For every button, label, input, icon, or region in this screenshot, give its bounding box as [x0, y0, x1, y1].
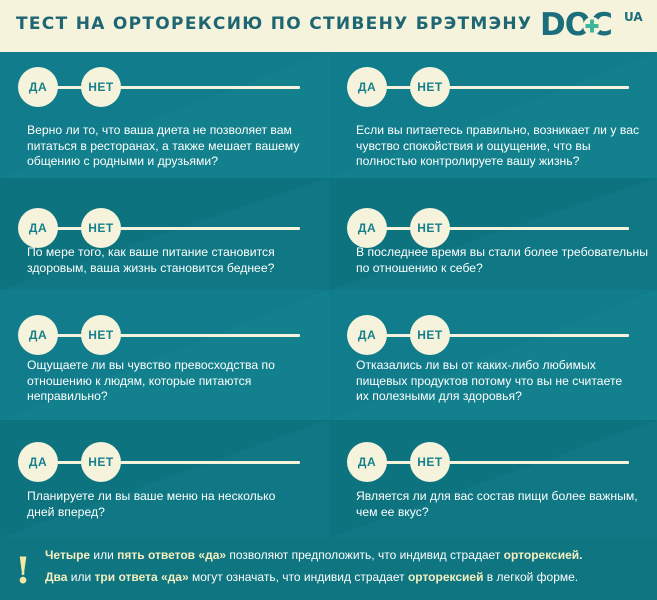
answer-line [40, 86, 300, 89]
footer-text: или [67, 570, 95, 584]
card-shadow [0, 52, 328, 178]
question-text: Ощущаете ли вы чувство превосходства по о… [27, 358, 275, 405]
footer-highlight: пять ответов «да» [117, 548, 227, 562]
answer-line [369, 461, 629, 464]
footer-highlight: Два [45, 570, 68, 584]
no-button[interactable]: НЕТ [81, 315, 121, 355]
footer-text: в легкой форме. [483, 570, 579, 584]
page-title: ТЕСТ НА ОРТОРЕКСИЮ ПО СТИВЕНУ БРЭТМЭНУ [16, 14, 533, 34]
no-button[interactable]: НЕТ [410, 67, 450, 107]
question-card: ДА НЕТ Планируете ли вы ваше меню на неско… [0, 420, 328, 538]
question-line: Является ли для вас состав пищи более ва… [356, 489, 638, 503]
question-line: дней вперед? [27, 504, 105, 519]
no-button[interactable]: НЕТ [410, 208, 450, 248]
question-card: ДА НЕТ Отказались ли вы от каких-либо люби… [329, 290, 657, 420]
question-line: Верно ли то, что ваша диета не позволяет… [27, 123, 292, 137]
yes-button[interactable]: ДА [347, 315, 387, 355]
question-line: чувство спокойствия и ощущение, что вы [356, 138, 591, 153]
no-button[interactable]: НЕТ [81, 208, 121, 248]
question-line: Отказались ли вы от каких-либо любимых [356, 358, 596, 372]
question-card: ДА НЕТ Ощущаете ли вы чувство превосходств… [0, 290, 328, 420]
no-button[interactable]: НЕТ [81, 442, 121, 482]
question-line: полностью контролируете вашу жизнь? [356, 154, 580, 168]
question-line: неправильно? [27, 389, 108, 403]
footer: ! Четыре или пять ответов «да» позволяют… [0, 538, 657, 600]
footer-text: позволяют предположить, что индивид стра… [226, 548, 504, 562]
plus-icon [583, 17, 601, 35]
card-shadow [329, 290, 657, 420]
card-shadow [329, 52, 657, 178]
footer-text: или [90, 548, 118, 562]
question-line: По мере того, как ваше питание становитс… [27, 245, 275, 259]
question-grid: ДА НЕТ Верно ли то, что ваша диета не позв… [0, 52, 657, 538]
question-line: Планируете ли вы ваше меню на несколько [27, 489, 276, 503]
question-text: Отказались ли вы от каких-либо любимых пи… [356, 358, 622, 405]
yes-button[interactable]: ДА [347, 67, 387, 107]
yes-button[interactable]: ДА [18, 208, 58, 248]
question-card: ДА НЕТ Если вы питаетесь правильно, возник… [329, 52, 657, 178]
question-row: ДА НЕТ Верно ли то, что ваша диета не позв… [0, 52, 657, 178]
question-row: ДА НЕТ По мере того, как ваше питание стан… [0, 178, 657, 290]
logo-superscript: UA [624, 10, 643, 24]
footer-highlight: орторексией. [503, 548, 583, 562]
question-line: чем ее вкус? [356, 504, 429, 519]
question-line: общению с родными и друзьями? [27, 154, 218, 168]
question-line: питаться в ресторанах, а также мешает ва… [27, 138, 300, 153]
footer-line-2: Два или три ответа «да» могут означать, … [45, 570, 578, 584]
question-text: Планируете ли вы ваше меню на несколько д… [27, 489, 275, 520]
question-text: По мере того, как ваше питание становитс… [27, 245, 275, 276]
footer-line-1: Четыре или пять ответов «да» позволяют п… [45, 548, 583, 562]
yes-button[interactable]: ДА [18, 442, 58, 482]
question-line: их полезными для здоровья? [356, 389, 522, 403]
footer-text: могут означать, что индивид страдает [188, 570, 408, 584]
answer-line [369, 227, 629, 230]
exclamation-icon: ! [15, 550, 31, 592]
answer-line [40, 461, 300, 464]
header: ТЕСТ НА ОРТОРЕКСИЮ ПО СТИВЕНУ БРЭТМЭНУ D… [0, 0, 657, 52]
card-shadow [0, 290, 328, 420]
question-line: Если вы питаетесь правильно, возникает л… [356, 123, 640, 137]
yes-button[interactable]: ДА [18, 67, 58, 107]
question-line: здоровым, ваша жизнь становится беднее? [27, 260, 275, 275]
answer-line [369, 334, 629, 337]
question-text: Если вы питаетесь правильно, возникает л… [356, 123, 639, 170]
card-shadow [329, 420, 657, 538]
question-text: В последнее время вы стали более требова… [356, 245, 648, 276]
answer-line [369, 86, 629, 89]
no-button[interactable]: НЕТ [410, 315, 450, 355]
answer-line [40, 334, 300, 337]
yes-button[interactable]: ДА [347, 208, 387, 248]
footer-highlight: орторексией [407, 570, 484, 584]
question-line: пищевых продуктов потому что вы не счита… [356, 373, 623, 388]
card-shadow [0, 420, 328, 538]
question-card: ДА НЕТ Является ли для вас состав пищи бол… [329, 420, 657, 538]
question-text: Является ли для вас состав пищи более ва… [356, 489, 638, 520]
footer-highlight: Четыре [45, 548, 91, 562]
question-card: ДА НЕТ Верно ли то, что ваша диета не позв… [0, 52, 328, 178]
question-row: ДА НЕТ Планируете ли вы ваше меню на неско… [0, 420, 657, 538]
question-row: ДА НЕТ Ощущаете ли вы чувство превосходств… [0, 290, 657, 420]
question-card: ДА НЕТ В последнее время вы стали более тр… [329, 178, 657, 290]
yes-button[interactable]: ДА [18, 315, 58, 355]
yes-button[interactable]: ДА [347, 442, 387, 482]
answer-line [40, 227, 300, 230]
question-line: Ощущаете ли вы чувство превосходства по [27, 358, 275, 372]
docua-logo[interactable]: DOC UA [540, 6, 650, 46]
no-button[interactable]: НЕТ [410, 442, 450, 482]
question-line: по отношению к себе? [356, 260, 483, 275]
no-button[interactable]: НЕТ [81, 67, 121, 107]
footer-highlight: три ответа «да» [94, 570, 189, 584]
question-card: ДА НЕТ По мере того, как ваше питание стан… [0, 178, 328, 290]
question-text: Верно ли то, что ваша диета не позволяет… [27, 123, 299, 170]
question-line: отношению к людям, которые питаются [27, 373, 252, 388]
question-line: В последнее время вы стали более требова… [356, 245, 648, 259]
